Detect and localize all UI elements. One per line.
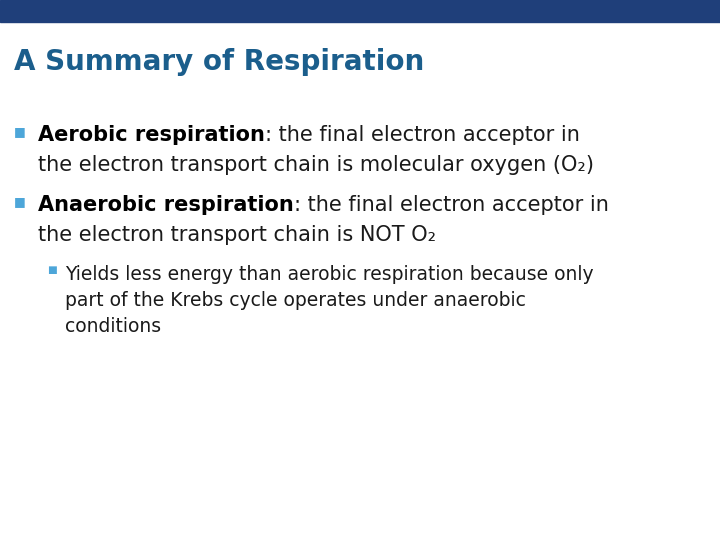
Text: Aerobic respiration: Aerobic respiration <box>38 125 265 145</box>
Bar <box>0 0 720 22</box>
Text: ■: ■ <box>47 265 57 275</box>
Text: Anaerobic respiration: Anaerobic respiration <box>38 195 294 215</box>
Text: ■: ■ <box>14 195 26 208</box>
Text: part of the Krebs cycle operates under anaerobic: part of the Krebs cycle operates under a… <box>65 291 526 310</box>
Text: Yields less energy than aerobic respiration because only: Yields less energy than aerobic respirat… <box>65 265 593 284</box>
Text: A Summary of Respiration: A Summary of Respiration <box>14 48 424 76</box>
Text: the electron transport chain is NOT O₂: the electron transport chain is NOT O₂ <box>38 225 436 245</box>
Text: : the final electron acceptor in: : the final electron acceptor in <box>265 125 580 145</box>
Text: the electron transport chain is molecular oxygen (O₂): the electron transport chain is molecula… <box>38 155 594 175</box>
Text: ■: ■ <box>14 125 26 138</box>
Text: conditions: conditions <box>65 317 161 336</box>
Text: : the final electron acceptor in: : the final electron acceptor in <box>294 195 608 215</box>
